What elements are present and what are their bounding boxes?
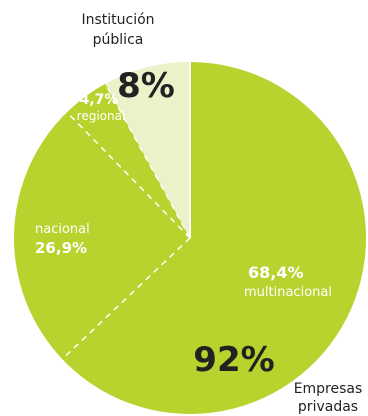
- label-empresas-line2: privadas: [298, 399, 358, 415]
- label-empresas-line1: Empresas: [294, 381, 363, 397]
- pie-labels: Institución pública 8%4,7%regional nacional…: [35, 12, 362, 415]
- pie-dividers: [61, 62, 191, 360]
- label-multinacional-value: 68,4%: [248, 263, 304, 282]
- label-institucion-line1: Institución: [81, 12, 154, 28]
- label-institucion-line2: pública: [93, 32, 144, 48]
- label-regional-value: 4,7%: [80, 92, 119, 108]
- pie-slices: [13, 62, 367, 415]
- slice-empresas-privadas: [13, 62, 367, 415]
- divider-sub-1: [61, 237, 191, 360]
- slice-institucion-publica: [105, 62, 190, 238]
- divider-main-minor: [104, 83, 191, 239]
- label-nacional-value: 26,9%: [35, 239, 87, 257]
- label-nacional-name: nacional: [35, 222, 90, 237]
- label-regional-name: regional: [77, 109, 126, 123]
- label-multinacional-name: multinacional: [244, 285, 332, 300]
- divider-sub-2: [66, 111, 191, 239]
- label-92-percent: 92%: [193, 340, 274, 380]
- label-8-percent: 8%: [117, 66, 175, 106]
